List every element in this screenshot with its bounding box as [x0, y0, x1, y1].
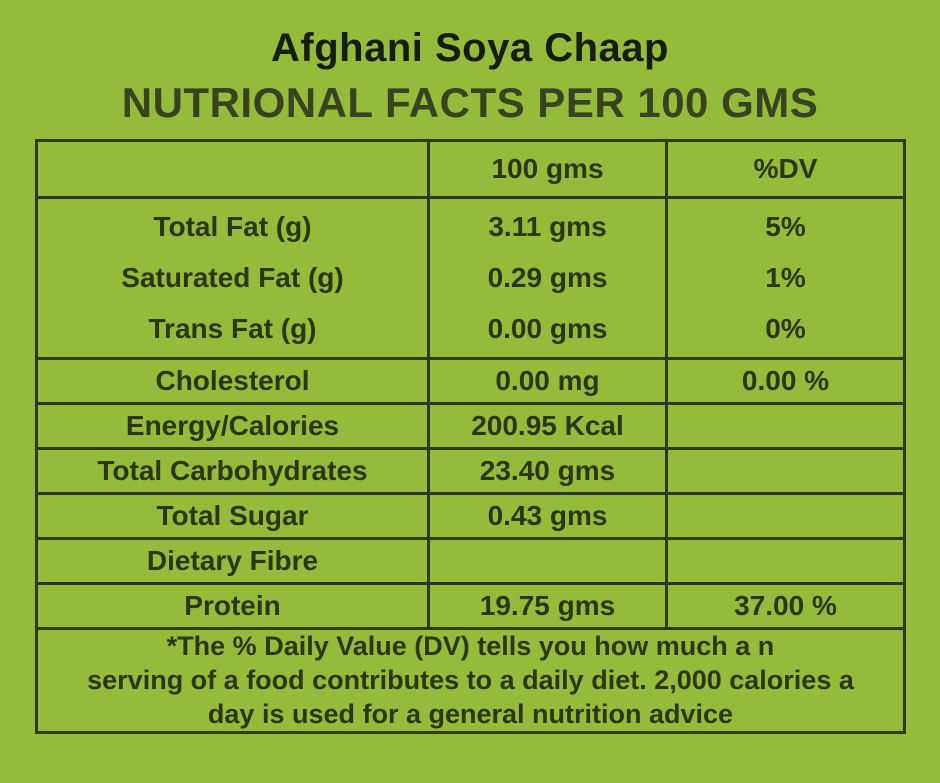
header-label-cell [35, 139, 430, 199]
fat-group-row: Total Fat (g) Saturated Fat (g) Trans Fa… [35, 196, 906, 360]
row-dv: 37.00 % [665, 582, 906, 630]
label-subtitle: NUTRIONAL FACTS PER 100 GMS [121, 79, 819, 126]
row-amount: 0.00 gms [487, 312, 608, 344]
row-amount: 0.00 mg [427, 357, 668, 405]
row-label: Cholesterol [35, 357, 430, 405]
table-row: Total Sugar 0.43 gms [35, 492, 906, 540]
header-amount-cell: 100 gms [427, 139, 668, 199]
product-title: Afghani Soya Chaap [271, 26, 669, 70]
row-dv: 0% [765, 312, 806, 344]
row-amount: 19.75 gms [427, 582, 668, 630]
header-dv-cell: %DV [665, 139, 906, 199]
footnote-line: day is used for a general nutrition advi… [207, 698, 734, 729]
row-label: Protein [35, 582, 430, 630]
row-amount: 23.40 gms [427, 447, 668, 495]
table-header-row: 100 gms %DV [35, 139, 906, 199]
row-amount [427, 537, 668, 585]
row-amount: 0.29 gms [487, 261, 608, 293]
row-dv: 1% [765, 261, 806, 293]
nutrition-table: 100 gms %DV Total Fat (g) Saturated Fat … [35, 139, 906, 735]
row-dv [665, 402, 906, 450]
footnote-line: *The % Daily Value (DV) tells you how mu… [166, 631, 775, 661]
row-label: Energy/Calories [35, 402, 430, 450]
fat-dv-cell: 5% 1% 0% [665, 196, 906, 360]
row-dv: 5% [765, 211, 806, 243]
row-label: Trans Fat (g) [148, 312, 317, 344]
table-row: Protein 19.75 gms 37.00 % [35, 582, 906, 630]
row-amount: 0.43 gms [427, 492, 668, 540]
row-label: Total Sugar [35, 492, 430, 540]
fat-labels-cell: Total Fat (g) Saturated Fat (g) Trans Fa… [35, 196, 430, 360]
row-label: Saturated Fat (g) [121, 261, 344, 293]
row-label: Dietary Fibre [35, 537, 430, 585]
table-row: Energy/Calories 200.95 Kcal [35, 402, 906, 450]
row-dv: 0.00 % [665, 357, 906, 405]
row-amount: 200.95 Kcal [427, 402, 668, 450]
footnote-row: *The % Daily Value (DV) tells you how mu… [35, 626, 906, 735]
table-row: Dietary Fibre [35, 537, 906, 585]
row-dv [665, 447, 906, 495]
row-label: Total Fat (g) [153, 211, 312, 243]
fat-amounts-cell: 3.11 gms 0.29 gms 0.00 gms [427, 196, 668, 360]
footnote-line: serving of a food contributes to a daily… [87, 664, 854, 695]
row-label: Total Carbohydrates [35, 447, 430, 495]
table-row: Cholesterol 0.00 mg 0.00 % [35, 357, 906, 405]
row-dv [665, 492, 906, 540]
footnote-cell: *The % Daily Value (DV) tells you how mu… [35, 626, 906, 735]
table-row: Total Carbohydrates 23.40 gms [35, 447, 906, 495]
row-amount: 3.11 gms [488, 211, 607, 243]
row-dv [665, 537, 906, 585]
